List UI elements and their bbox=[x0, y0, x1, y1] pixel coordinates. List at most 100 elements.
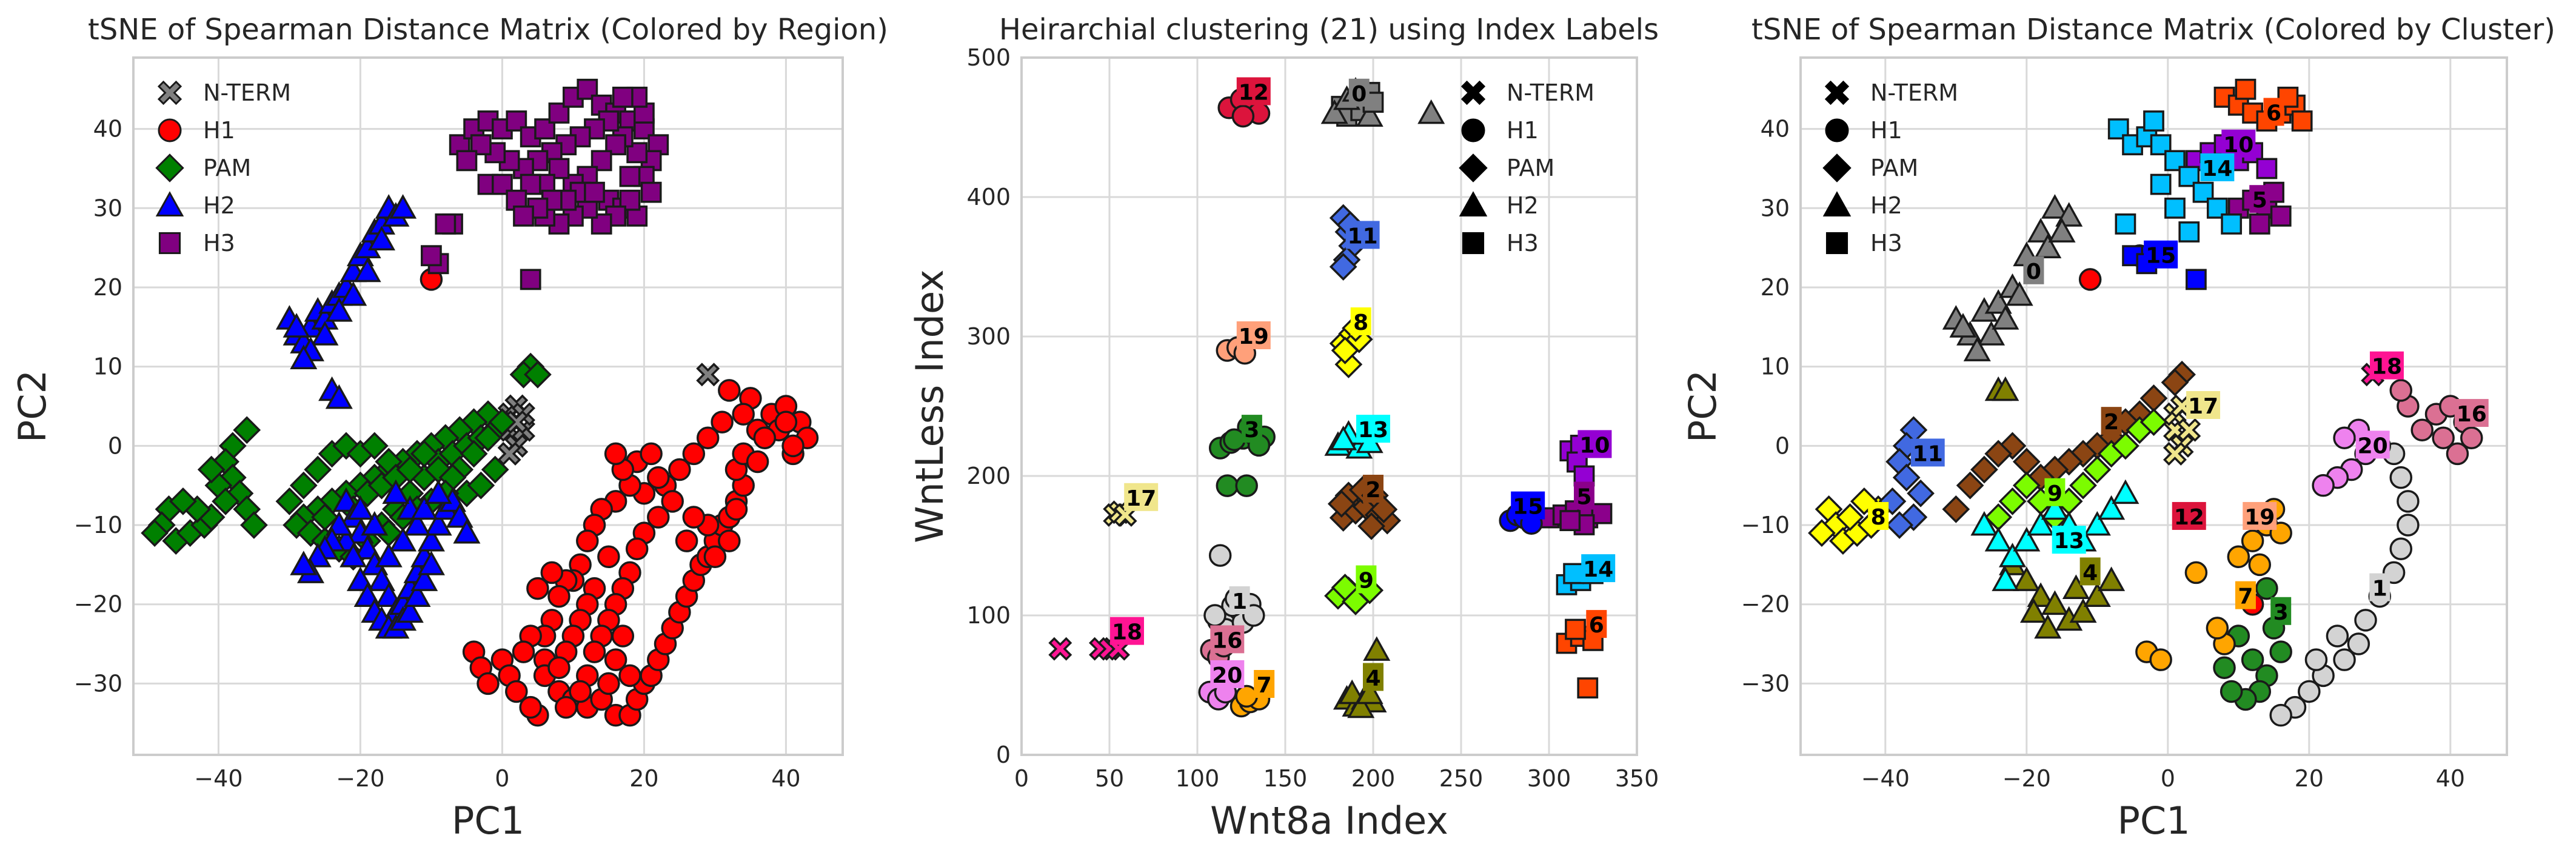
x-tick-label: 0 bbox=[495, 765, 509, 792]
cluster-label-box bbox=[2221, 129, 2256, 158]
data-point bbox=[353, 257, 381, 283]
cluster-label-box bbox=[1363, 663, 1383, 691]
cluster-label-text: 20 bbox=[2358, 434, 2388, 458]
data-point bbox=[311, 503, 339, 531]
y-tick-label: −30 bbox=[1741, 670, 1790, 697]
x-tick-label: 0 bbox=[1014, 765, 1029, 792]
x-tick-label: 50 bbox=[1095, 765, 1124, 792]
data-point bbox=[2333, 426, 2356, 450]
cluster-label-text: 19 bbox=[1239, 324, 1269, 349]
data-point bbox=[1370, 495, 1398, 524]
cluster-label-text: 9 bbox=[2047, 481, 2062, 506]
cluster-label-box bbox=[1511, 491, 1545, 520]
data-point bbox=[340, 281, 367, 306]
legend-label: PAM bbox=[1870, 155, 1918, 181]
data-point bbox=[435, 213, 457, 235]
data-point bbox=[519, 695, 542, 719]
data-point bbox=[456, 150, 478, 172]
x-tick-label: 40 bbox=[771, 765, 800, 792]
data-point bbox=[1907, 479, 1935, 507]
data-point bbox=[2062, 574, 2090, 599]
cluster-label-box bbox=[1581, 554, 1616, 583]
data-point bbox=[467, 471, 495, 500]
cluster-label-text: 1 bbox=[1232, 589, 1247, 614]
x-axis-label: PC1 bbox=[2117, 799, 2190, 843]
cluster-label-box bbox=[2270, 597, 2292, 625]
data-point bbox=[460, 440, 488, 468]
data-point bbox=[304, 455, 332, 484]
axes-frame bbox=[1020, 56, 1638, 756]
cluster-label-box bbox=[1350, 307, 1371, 335]
data-point bbox=[1577, 677, 1599, 698]
cluster-label-text: 5 bbox=[1576, 485, 1591, 510]
y-tick-label: 30 bbox=[1761, 195, 1790, 221]
x-tick-label: 40 bbox=[2436, 765, 2465, 792]
data-point bbox=[1970, 455, 1998, 484]
legend-marker bbox=[1825, 232, 1848, 255]
cluster-label-box bbox=[2200, 153, 2235, 181]
data-point bbox=[488, 408, 517, 437]
y-tick-label: 200 bbox=[966, 463, 1011, 489]
cluster-label-box bbox=[1210, 660, 1245, 688]
data-point bbox=[1327, 490, 1356, 518]
cluster-label-text: 8 bbox=[1871, 505, 1886, 530]
data-point bbox=[1949, 313, 1977, 338]
cluster-label: 5 bbox=[2249, 185, 2270, 213]
cluster-label-text: 1 bbox=[2372, 577, 2387, 601]
cluster-label-text: 14 bbox=[1583, 557, 1613, 582]
data-point bbox=[424, 479, 452, 504]
cluster-label-text: 12 bbox=[2174, 505, 2204, 530]
x-tick-label: 0 bbox=[2161, 765, 2175, 792]
cluster-6 bbox=[2213, 78, 2313, 132]
cluster-14 bbox=[2107, 110, 2243, 243]
data-point bbox=[2112, 432, 2139, 460]
y-tick-label: 30 bbox=[93, 195, 122, 221]
cluster-label-text: 10 bbox=[2223, 133, 2253, 158]
data-point bbox=[290, 551, 318, 575]
cluster-label: 2 bbox=[1363, 475, 1383, 503]
data-point bbox=[711, 410, 734, 434]
series-h3 bbox=[421, 78, 669, 290]
cluster-label: 11 bbox=[1910, 438, 1945, 467]
data-point bbox=[604, 648, 627, 671]
data-point bbox=[1329, 253, 1357, 281]
cluster-2 bbox=[1942, 360, 2196, 523]
data-point bbox=[2112, 479, 2139, 504]
panel-2: 0 50 100 150 200 250 300 3500100200300400500Hei… bbox=[908, 13, 1659, 843]
cluster-label-text: 5 bbox=[2252, 188, 2267, 213]
cluster-label-box bbox=[2044, 478, 2066, 506]
data-point bbox=[604, 442, 627, 466]
data-point bbox=[410, 566, 438, 591]
cluster-label: 19 bbox=[2243, 501, 2277, 530]
legend-marker bbox=[1461, 118, 1485, 142]
data-point bbox=[513, 205, 534, 227]
cluster-6 bbox=[1556, 618, 1604, 698]
data-point bbox=[2048, 218, 2076, 243]
legend-label: H1 bbox=[1507, 117, 1539, 144]
legend-marker bbox=[158, 118, 182, 142]
data-point bbox=[1330, 426, 1357, 450]
cluster-label-box bbox=[1236, 321, 1271, 349]
data-point bbox=[732, 403, 755, 426]
data-point bbox=[474, 424, 502, 452]
data-point bbox=[233, 416, 261, 444]
data-point bbox=[2013, 566, 2041, 591]
data-point bbox=[540, 561, 564, 584]
data-point bbox=[2163, 441, 2187, 466]
cluster-label-box bbox=[2243, 501, 2277, 530]
cluster-label: 4 bbox=[1363, 663, 1383, 691]
cluster-label-text: 12 bbox=[1239, 81, 1269, 105]
cluster-label-text: 19 bbox=[2244, 505, 2275, 530]
data-point bbox=[367, 226, 396, 250]
legend-marker bbox=[1822, 153, 1852, 183]
data-point bbox=[2333, 648, 2356, 671]
x-axis-label: PC1 bbox=[452, 799, 524, 843]
chart-title: tSNE of Spearman Distance Matrix (Colore… bbox=[1751, 13, 2555, 47]
cluster-label: 5 bbox=[1574, 481, 1594, 510]
cluster-label: 10 bbox=[2221, 129, 2256, 158]
data-point bbox=[576, 529, 599, 552]
x-tick-label: −20 bbox=[2002, 765, 2051, 792]
cluster-label-box bbox=[1356, 415, 1390, 443]
